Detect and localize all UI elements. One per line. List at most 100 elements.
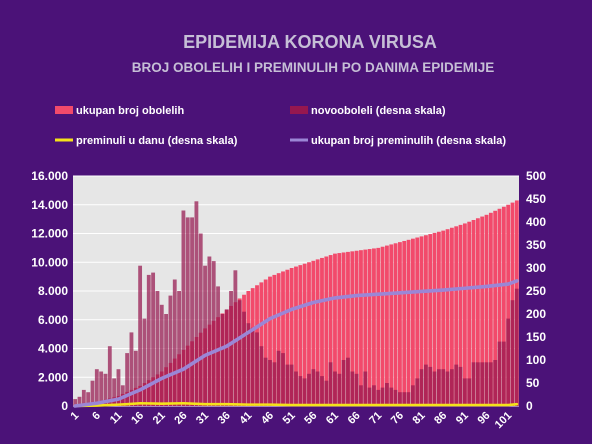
new-cases-bar [159, 304, 164, 406]
x-tick-label: 76 [389, 410, 406, 427]
x-tick-label: 56 [302, 410, 319, 427]
new-cases-bar [81, 389, 86, 406]
new-cases-bar [372, 385, 376, 406]
new-cases-bar [77, 396, 82, 406]
new-cases-bar [458, 366, 463, 406]
new-cases-bar [289, 364, 294, 406]
new-cases-bar [415, 378, 420, 406]
new-cases-bar [216, 286, 220, 406]
new-cases-bar [224, 309, 229, 406]
new-cases-bar [164, 314, 169, 406]
new-cases-bar [259, 346, 264, 406]
new-cases-bar [298, 376, 303, 406]
total-cases-bar [497, 208, 502, 406]
x-tick-label: 31 [194, 410, 211, 427]
legend-swatch-new-cases [290, 106, 308, 114]
new-cases-bar [107, 346, 112, 406]
new-cases-bar [428, 366, 433, 406]
x-tick-label: 81 [411, 410, 428, 427]
chart-subtitle: BROJ OBOLELIH I PREMINULIH PO DANIMA EPI… [132, 60, 495, 75]
total-cases-bar [501, 206, 506, 406]
new-cases-bar [146, 274, 151, 406]
total-cases-bar [506, 204, 511, 406]
total-cases-bar [428, 234, 433, 406]
new-cases-bar [493, 360, 498, 406]
new-cases-bar [328, 362, 333, 406]
new-cases-bar [103, 373, 108, 406]
y-left-tick-label: 12.000 [31, 227, 68, 241]
legend-label-new-cases: novooboleli (desna skala) [311, 105, 446, 117]
new-cases-bar [363, 371, 368, 406]
total-cases-bar [402, 240, 407, 406]
y-axis-left: 0 2.000 4.000 6.000 8.000 10.000 12.000 14.000 1… [31, 169, 68, 413]
total-cases-bar [467, 221, 472, 406]
new-cases-bar [285, 364, 290, 406]
y-right-tick-label: 100 [526, 353, 546, 367]
new-cases-bar [129, 332, 134, 406]
total-cases-bar [398, 242, 402, 407]
total-cases-bar [337, 253, 342, 406]
x-axis: 1 6 11 16 21 26 31 36 41 46 51 56 61 66 71 76 81 86 91 96 10… [68, 410, 514, 431]
total-cases-bar [259, 282, 264, 407]
total-cases-bar [423, 235, 428, 406]
new-cases-bar [246, 323, 251, 406]
line-series [73, 279, 519, 408]
new-cases-bar [294, 371, 298, 406]
x-tick-label: 71 [367, 410, 384, 427]
total-cases-bar [493, 210, 498, 406]
total-cases-bar [419, 236, 424, 407]
total-cases-bar [480, 216, 485, 406]
new-cases-bar [423, 364, 428, 406]
new-cases-bar [333, 371, 337, 406]
x-tick-label: 1 [68, 410, 81, 423]
new-cases-bar [112, 378, 117, 406]
x-tick-label: 36 [216, 410, 233, 427]
new-cases-bar [229, 291, 233, 406]
legend: ukupan broj obolelih novooboleli (desna … [55, 105, 506, 147]
new-cases-bar [475, 362, 480, 406]
total-cases-bar [436, 231, 441, 406]
new-cases-bar [436, 369, 441, 406]
total-cases-bar [415, 237, 420, 406]
new-cases-bar [311, 369, 316, 406]
y-right-tick-label: 450 [526, 192, 546, 206]
new-cases-bar [268, 360, 272, 406]
new-cases-bar [488, 362, 493, 406]
new-cases-bar [441, 369, 446, 406]
new-cases-bar [385, 383, 389, 406]
y-left-tick-label: 8.000 [38, 284, 68, 298]
new-cases-bar [467, 378, 472, 406]
legend-label-daily-deaths: preminuli u danu (desna skala) [76, 135, 238, 147]
new-cases-bar [380, 387, 385, 406]
new-cases-bar [185, 217, 190, 406]
new-cases-bar [501, 341, 506, 406]
total-cases-bar [380, 246, 385, 406]
y-left-tick-label: 10.000 [31, 255, 68, 269]
total-cases-bar [289, 268, 294, 406]
new-cases-bar [276, 350, 281, 406]
new-cases-bar [389, 387, 394, 406]
new-cases-bar [393, 389, 398, 406]
total-deaths-line [73, 279, 519, 408]
total-cases-bar [302, 263, 307, 406]
y-right-tick-label: 350 [526, 238, 546, 252]
chart-title: EPIDEMIJA KORONA VIRUSA [183, 32, 437, 52]
total-cases-bar [341, 252, 346, 406]
x-tick-label: 101 [493, 410, 514, 431]
total-cases-bar [346, 251, 350, 406]
new-cases-bar [419, 369, 424, 406]
new-cases-bar [514, 288, 519, 406]
x-tick-label: 61 [324, 410, 341, 427]
y-right-tick-label: 150 [526, 330, 546, 344]
new-cases-bar [172, 279, 177, 406]
x-tick-label: 51 [281, 410, 298, 427]
total-cases-bar [272, 274, 277, 406]
y-right-tick-label: 250 [526, 284, 546, 298]
total-cases-bar [315, 259, 320, 407]
total-cases-bar [458, 224, 463, 407]
y-right-tick-label: 0 [526, 399, 533, 413]
x-tick-label: 16 [129, 410, 146, 427]
new-cases-bar [168, 295, 173, 406]
new-cases-bar [116, 369, 121, 406]
